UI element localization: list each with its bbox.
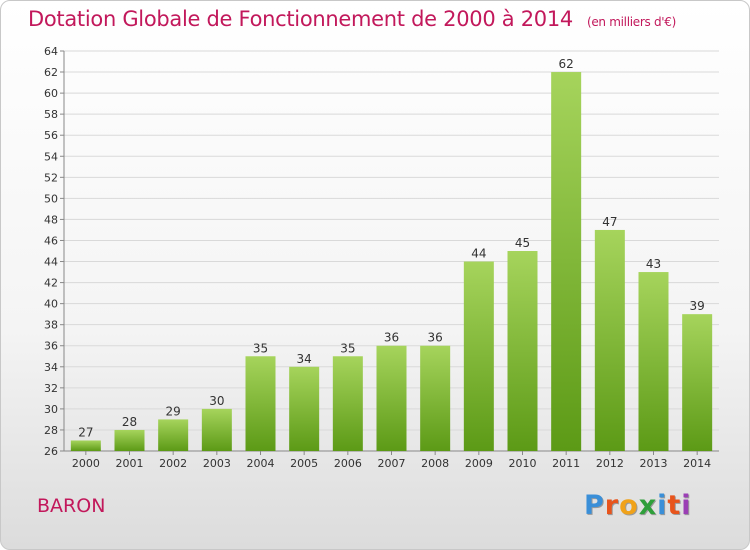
data-label: 28 <box>122 415 137 429</box>
logo-letter: i <box>681 490 692 521</box>
bar <box>682 314 713 451</box>
data-label: 62 <box>559 57 574 71</box>
logo-letter: r <box>604 490 620 521</box>
bar <box>158 419 189 451</box>
y-tick-label: 54 <box>44 150 58 163</box>
y-tick-label: 38 <box>44 319 58 332</box>
data-label: 36 <box>384 331 399 345</box>
bar <box>114 429 145 451</box>
y-tick-label: 48 <box>44 213 58 226</box>
data-label: 27 <box>78 425 93 439</box>
y-tick-label: 40 <box>44 298 58 311</box>
data-label: 43 <box>646 257 661 271</box>
bar <box>289 366 320 451</box>
data-label: 36 <box>428 331 443 345</box>
bar <box>376 345 407 451</box>
logo-letter: i <box>657 490 668 521</box>
bar <box>245 356 276 451</box>
bar <box>463 261 494 451</box>
y-tick-label: 60 <box>44 87 58 100</box>
y-tick-label: 28 <box>44 424 58 437</box>
labels: 27 28 29 30 35 34 35 36 36 44 45 62 47 43 39 <box>78 57 705 439</box>
x-tick-label: 2005 <box>290 457 318 470</box>
y-tick-label: 46 <box>44 234 58 247</box>
bar <box>70 440 101 451</box>
y-tick-label: 44 <box>44 256 58 269</box>
y-tick-label: 36 <box>44 340 58 353</box>
data-label: 35 <box>340 341 355 355</box>
logo-letter: t <box>667 490 682 521</box>
y-tick-label: 62 <box>44 66 58 79</box>
data-label: 47 <box>602 215 617 229</box>
x-tick-label: 2000 <box>72 457 100 470</box>
bar <box>420 345 451 451</box>
y-tick-label: 50 <box>44 192 58 205</box>
data-label: 35 <box>253 341 268 355</box>
bar <box>201 408 232 451</box>
y-tick-label: 56 <box>44 129 58 142</box>
y-tick-label: 52 <box>44 171 58 184</box>
x-tick-label: 2013 <box>640 457 668 470</box>
proxiti-logo: Proxiti <box>584 490 692 521</box>
bar <box>332 356 363 451</box>
data-label: 34 <box>297 352 312 366</box>
logo-letter: o <box>619 490 639 521</box>
bars <box>70 72 713 451</box>
y-tick-label: 42 <box>44 277 58 290</box>
x-tick-label: 2009 <box>465 457 493 470</box>
data-label: 29 <box>166 404 181 418</box>
bar <box>507 251 538 451</box>
y-tick-label: 58 <box>44 108 58 121</box>
x-tick-label: 2010 <box>509 457 537 470</box>
y-tick-label: 34 <box>44 361 58 374</box>
y-tick-label: 26 <box>44 445 58 458</box>
y-tick-label: 32 <box>44 382 58 395</box>
x-tick-label: 2006 <box>334 457 362 470</box>
bar <box>594 229 625 451</box>
x-tick-label: 2008 <box>421 457 449 470</box>
commune-name: BARON <box>37 495 106 517</box>
x-tick-label: 2001 <box>116 457 144 470</box>
logo-letter: P <box>584 490 605 521</box>
data-label: 30 <box>209 394 224 408</box>
data-label: 44 <box>471 247 486 261</box>
chart-subtitle: (en milliers d'€) <box>586 15 676 29</box>
chart-title: Dotation Globale de Fonctionnement de 20… <box>28 7 676 31</box>
bar <box>551 72 582 451</box>
data-label: 45 <box>515 236 530 250</box>
y-tick-label: 64 <box>44 45 58 58</box>
x-tick-label: 2014 <box>683 457 711 470</box>
x-tick-label: 2002 <box>159 457 187 470</box>
y-tick-label: 30 <box>44 403 58 416</box>
logo-letter: x <box>638 490 658 521</box>
x-tick-label: 2004 <box>247 457 275 470</box>
chart-title-text: Dotation Globale de Fonctionnement de 20… <box>28 7 573 31</box>
data-label: 39 <box>690 299 705 313</box>
x-tick-label: 2007 <box>378 457 406 470</box>
x-tick-label: 2003 <box>203 457 231 470</box>
x-tick-label: 2011 <box>552 457 580 470</box>
bar <box>638 272 669 451</box>
x-tick-label: 2012 <box>596 457 624 470</box>
